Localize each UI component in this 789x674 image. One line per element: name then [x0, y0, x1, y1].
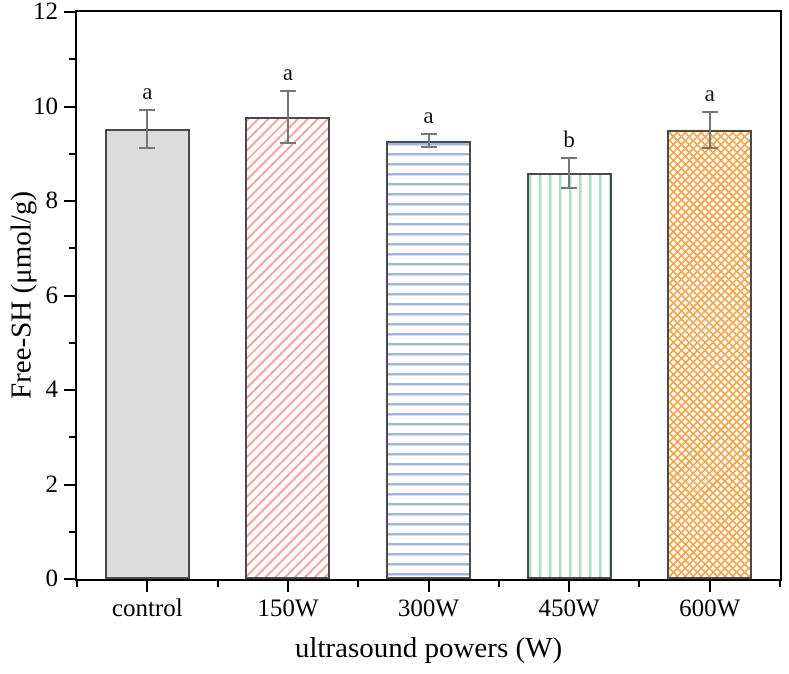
x-tick-label-control: control [111, 595, 183, 622]
x-minor-tick-5 [779, 581, 781, 587]
sig-letter-300W: a [423, 103, 434, 129]
plot-area: a a a b a [75, 10, 782, 581]
x-minor-tick-0 [76, 581, 78, 587]
y-tick-4 [64, 389, 75, 391]
x-tick-label-450W: 450W [538, 595, 600, 622]
y-tick-label-8: 8 [45, 187, 59, 214]
x-minor-tick-4 [638, 581, 641, 587]
y-tick-0 [64, 578, 75, 580]
error-cap-bottom-150W [279, 141, 296, 144]
y-tick-8 [64, 200, 75, 202]
sig-letter-150W: a [282, 59, 293, 85]
bar-600W [667, 130, 753, 579]
sig-letter-450W: b [563, 126, 575, 152]
y-tick-10 [64, 105, 75, 108]
y-axis: 0 2 4 6 8 10 12 [0, 0, 75, 592]
x-tick-label-600W: 600W [679, 595, 741, 622]
x-minor-tick-3 [497, 581, 500, 587]
sig-letter-600W: a [704, 81, 715, 107]
error-cap-bottom-control [139, 147, 156, 150]
y-minor-tick-1 [69, 530, 75, 533]
y-tick-label-2: 2 [45, 470, 59, 498]
error-cap-bottom-600W [701, 147, 718, 150]
x-minor-tick-1 [216, 581, 219, 587]
error-bar-600W [708, 112, 711, 149]
y-tick-label-4: 4 [45, 376, 59, 403]
error-bar-450W [568, 157, 571, 188]
x-axis: control 150W 300W 450W 600W [76, 581, 781, 651]
error-bar-300W [427, 134, 430, 147]
y-tick-2 [64, 483, 75, 486]
x-tick-control [146, 581, 149, 592]
error-cap-top-300W [420, 133, 437, 136]
y-tick-label-6: 6 [45, 281, 59, 309]
y-tick-12 [64, 11, 75, 13]
x-minor-tick-2 [357, 581, 360, 587]
y-minor-tick-7 [69, 247, 75, 250]
error-cap-top-150W [279, 89, 296, 92]
bar-450W [526, 172, 612, 579]
bars-layer: a a a b a [77, 12, 780, 579]
error-cap-top-control [139, 109, 156, 112]
x-tick-label-300W: 300W [397, 595, 460, 622]
error-bar-150W [286, 90, 289, 143]
y-minor-tick-11 [69, 58, 75, 61]
y-tick-label-12: 12 [33, 0, 58, 25]
x-tick-450W [568, 581, 571, 592]
x-tick-label-150W: 150W [257, 595, 319, 622]
error-bar-control [146, 110, 149, 149]
x-axis-title: ultrasound powers (W) [294, 632, 563, 664]
bar-control [104, 129, 190, 579]
y-minor-tick-3 [69, 436, 75, 439]
bar-150W [245, 116, 331, 579]
bar-300W [386, 140, 471, 579]
y-tick-label-0: 0 [45, 565, 59, 592]
y-axis-title: Free-SH (μmol/g) [5, 190, 38, 400]
y-tick-6 [64, 294, 75, 297]
sig-letter-control: a [142, 79, 153, 105]
x-tick-600W [708, 581, 711, 592]
error-cap-bottom-450W [561, 186, 578, 189]
error-cap-bottom-300W [420, 145, 437, 148]
error-cap-top-450W [561, 156, 578, 159]
y-minor-tick-9 [69, 152, 75, 155]
y-tick-label-10: 10 [33, 92, 58, 120]
y-minor-tick-5 [69, 341, 75, 344]
x-tick-150W [286, 581, 289, 592]
error-cap-top-600W [701, 111, 718, 114]
x-tick-300W [427, 581, 430, 592]
